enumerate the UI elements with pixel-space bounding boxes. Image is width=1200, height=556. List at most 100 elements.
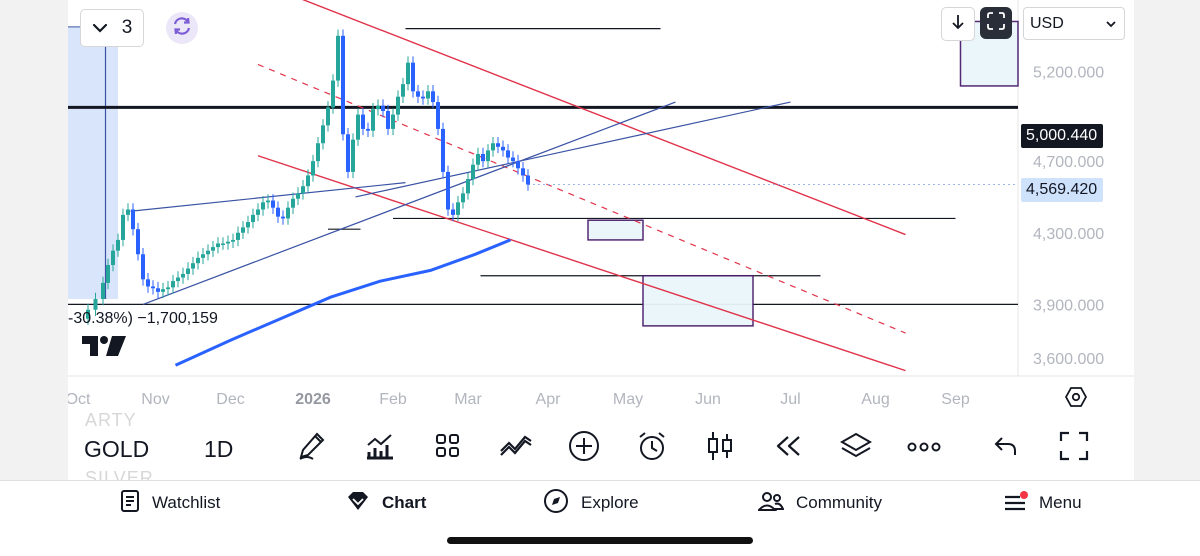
- candle-body: [281, 216, 285, 219]
- chart-type-button[interactable]: [702, 430, 738, 466]
- replay-button[interactable]: [770, 430, 806, 466]
- nav-explore-label: Explore: [581, 493, 639, 512]
- indicators-button[interactable]: [362, 430, 398, 466]
- nav-menu-label: Menu: [1039, 493, 1082, 512]
- volume-change-text: -30.38%) −1,700,159: [68, 310, 218, 327]
- currency-select[interactable]: USD: [1023, 7, 1125, 40]
- candle-body: [436, 102, 440, 129]
- layers-icon: [839, 431, 873, 466]
- compare-icon: [499, 433, 533, 464]
- x-tick-label: Jun: [695, 391, 721, 408]
- x-tick-label: Aug: [861, 391, 889, 408]
- candle-body: [411, 62, 415, 92]
- candle-body: [386, 111, 390, 129]
- candle-body: [401, 84, 405, 97]
- candle-body: [416, 91, 420, 97]
- indicators-icon: [365, 431, 395, 466]
- candle-body: [286, 207, 290, 219]
- x-tick-label: Dec: [216, 391, 244, 408]
- nav-menu[interactable]: Menu: [1003, 491, 1082, 515]
- candle-body: [471, 164, 475, 180]
- candle-body: [211, 247, 215, 251]
- candle-body: [231, 239, 235, 242]
- candle-body: [506, 150, 510, 158]
- date-range-highlight: [68, 26, 118, 300]
- candle-body: [501, 146, 505, 151]
- sync-button[interactable]: [166, 12, 198, 44]
- candle-body: [406, 62, 410, 85]
- templates-button[interactable]: [430, 430, 466, 466]
- x-tick-label: Mar: [454, 391, 482, 408]
- moving-average-line: [174, 238, 512, 367]
- auto-scale-button[interactable]: [980, 7, 1012, 39]
- x-tick-label: Feb: [379, 391, 407, 408]
- drawing-tool-button[interactable]: [294, 430, 330, 466]
- chart-settings-button[interactable]: [1062, 385, 1090, 413]
- candle-body: [511, 157, 515, 162]
- candle-body: [206, 250, 210, 255]
- price-chart[interactable]: 5,200.000 4,700.000 4,300.000 3,900.000 3,60…: [68, 0, 1134, 418]
- nav-watchlist-label: Watchlist: [152, 493, 221, 512]
- nav-chart[interactable]: Chart: [346, 491, 426, 515]
- undo-button[interactable]: [988, 430, 1024, 466]
- candle-body: [116, 239, 120, 251]
- candle-body: [201, 254, 205, 258]
- scroll-to-latest-button[interactable]: [941, 7, 975, 41]
- last-price-badge: 4,569.420: [1021, 178, 1104, 202]
- nav-community[interactable]: Community: [756, 491, 882, 515]
- candle-body: [371, 109, 375, 131]
- candle-body: [461, 193, 465, 203]
- candle-body: [366, 128, 370, 131]
- y-tick-label: 3,900.000: [1033, 297, 1104, 314]
- candle-body: [466, 179, 470, 194]
- candle-body: [301, 186, 305, 194]
- candles-icon: [706, 430, 734, 467]
- compass-icon: [543, 488, 569, 519]
- layout-count-button[interactable]: 3: [80, 9, 144, 47]
- candle-body: [431, 91, 435, 103]
- candle-body: [441, 128, 445, 172]
- tradingview-logo[interactable]: [82, 336, 128, 363]
- fullscreen-button[interactable]: [1056, 430, 1092, 466]
- undo-icon: [993, 435, 1019, 462]
- symbol-ghost-prev[interactable]: ARTY: [85, 410, 137, 430]
- channel-mid-line: [257, 63, 906, 334]
- candle-body: [86, 309, 90, 319]
- candle-body: [256, 209, 260, 215]
- candle-body: [141, 254, 145, 280]
- drawing-toolbar: ARTY GOLD SILVER 1D: [68, 410, 1134, 480]
- fullscreen-icon: [1059, 431, 1089, 466]
- alert-button[interactable]: [634, 430, 670, 466]
- y-tick-label: 5,200.000: [1033, 65, 1104, 82]
- nav-watchlist[interactable]: Watchlist: [120, 489, 221, 515]
- grid-icon: [434, 432, 462, 465]
- x-tick-label: Nov: [141, 391, 169, 408]
- chevron-down-icon: [1106, 15, 1116, 33]
- more-button[interactable]: [906, 430, 942, 466]
- interval-picker[interactable]: 1D: [204, 436, 234, 462]
- candle-body: [316, 143, 320, 162]
- candle-body: [216, 243, 220, 248]
- nav-explore[interactable]: Explore: [543, 488, 639, 515]
- candle-body: [271, 200, 275, 208]
- candle-body: [93, 299, 98, 310]
- candle-body: [181, 273, 185, 278]
- candle-body: [331, 80, 335, 108]
- candle-body: [391, 114, 395, 129]
- add-button[interactable]: [566, 430, 602, 466]
- symbol-picker[interactable]: GOLD: [84, 436, 150, 462]
- chart-gem-icon: [346, 491, 370, 516]
- menu-icon: [1003, 491, 1028, 514]
- candle-body: [496, 143, 500, 147]
- chevron-down-icon: [92, 17, 108, 39]
- objects-tree-button[interactable]: [838, 430, 874, 466]
- candle-body: [516, 161, 520, 169]
- compare-button[interactable]: [498, 430, 534, 466]
- candle-body: [426, 91, 430, 99]
- trendline-b: [142, 101, 676, 305]
- candle-body: [146, 279, 150, 287]
- candle-body: [306, 175, 310, 187]
- y-tick-label: 4,700.000: [1033, 154, 1104, 171]
- symbol-ghost-next[interactable]: SILVER: [85, 468, 154, 480]
- candle-body: [291, 198, 295, 208]
